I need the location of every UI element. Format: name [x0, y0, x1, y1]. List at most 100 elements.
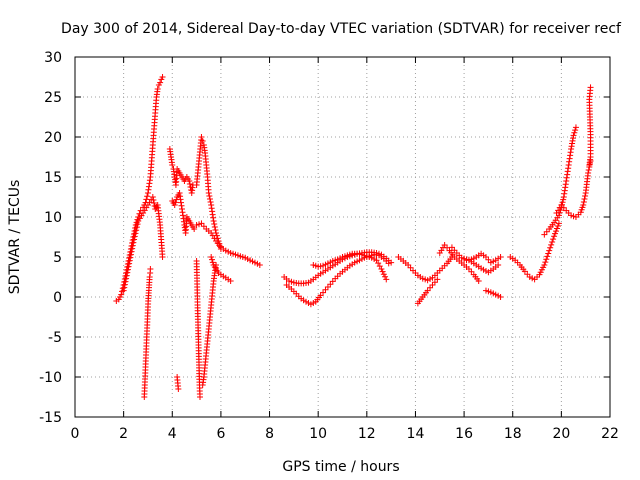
series-rise-main: [113, 74, 166, 304]
gridlines: [75, 57, 610, 417]
data-point: [206, 193, 213, 199]
data-point: [120, 287, 127, 294]
data-point: [124, 269, 131, 276]
data-point: [191, 226, 198, 232]
data-point: [256, 262, 263, 268]
series-dip-3: [193, 258, 203, 400]
data-point: [171, 202, 178, 208]
data-point: [126, 260, 133, 267]
y-tick-label: -15: [39, 410, 62, 426]
data-point: [127, 251, 134, 258]
series-decay-5h-lower: [208, 254, 234, 284]
data-point: [580, 202, 587, 208]
data-point: [122, 278, 129, 285]
data-point: [147, 266, 154, 272]
y-axis-label: SDTVAR / TECUs: [7, 180, 23, 295]
y-tick-label: 25: [44, 90, 62, 106]
data-point: [198, 134, 205, 140]
x-tick-label: 20: [552, 426, 570, 442]
data-point: [587, 84, 594, 91]
data-point: [133, 227, 140, 234]
series-rise-lower: [120, 194, 166, 294]
series-evening-c: [436, 242, 482, 284]
data-point: [129, 245, 136, 252]
chart-title: Day 300 of 2014, Sidereal Day-to-day VTE…: [61, 21, 622, 37]
data-point: [544, 253, 551, 260]
data-point: [553, 228, 560, 235]
series-dip-1: [141, 266, 154, 400]
data-point: [211, 224, 218, 230]
data-point: [125, 263, 132, 270]
data-point: [382, 273, 389, 280]
series-ridge-4h: [166, 146, 196, 196]
data-point: [559, 199, 566, 206]
series-evening-f: [482, 287, 504, 300]
x-tick-label: 22: [601, 426, 619, 442]
data-point: [549, 238, 556, 245]
data-point: [151, 200, 158, 206]
x-tick-label: 0: [71, 426, 80, 442]
data-point: [543, 256, 550, 263]
data-point: [217, 243, 224, 250]
data-point: [186, 178, 193, 184]
data-point: [551, 233, 558, 240]
plot-frame: [74, 56, 611, 418]
data-point: [553, 225, 560, 232]
data-point: [126, 257, 133, 264]
data-point: [132, 230, 139, 237]
data-point: [186, 181, 193, 187]
data-point: [208, 254, 215, 260]
series-evening-b: [414, 276, 441, 307]
series-late-top: [586, 84, 594, 168]
data-point: [378, 266, 385, 272]
data-point: [121, 284, 128, 291]
data-points: [113, 74, 594, 400]
data-point: [149, 194, 156, 200]
y-tick-label: -5: [48, 330, 62, 346]
data-point: [585, 167, 592, 173]
data-point: [548, 241, 555, 248]
data-point: [150, 197, 157, 203]
data-point: [475, 278, 482, 284]
series-peak-5h: [193, 134, 224, 252]
series-night-mid: [310, 250, 390, 283]
data-point: [227, 278, 234, 284]
data-point: [550, 236, 557, 243]
data-point: [434, 276, 441, 283]
data-point: [196, 394, 203, 400]
y-tick-label: 10: [44, 210, 62, 226]
data-point: [572, 124, 579, 131]
data-point: [124, 266, 131, 273]
y-tick-label: 20: [44, 130, 62, 146]
data-point: [208, 256, 215, 263]
data-point: [123, 272, 130, 279]
x-tick-label: 18: [504, 426, 522, 442]
data-point: [205, 190, 212, 196]
data-point: [380, 271, 387, 278]
data-point: [175, 386, 182, 392]
y-tick-label: 30: [44, 50, 62, 66]
series-late-dip: [507, 220, 562, 283]
data-point: [133, 224, 140, 231]
data-point: [207, 199, 214, 205]
data-point: [542, 259, 549, 266]
data-point: [379, 268, 386, 275]
data-point: [123, 275, 130, 282]
data-point: [121, 281, 128, 288]
y-tick-label: 15: [44, 170, 62, 186]
data-point: [159, 254, 166, 260]
series-evening-a: [395, 254, 455, 284]
data-point: [127, 254, 134, 261]
data-point: [144, 193, 151, 200]
data-point: [118, 291, 125, 298]
x-tick-label: 4: [168, 426, 177, 442]
data-point: [209, 259, 216, 266]
x-axis-label: GPS time / hours: [282, 459, 399, 475]
data-point: [159, 74, 166, 80]
data-point: [547, 244, 554, 251]
y-tick-label: 5: [53, 250, 62, 266]
series-late-rise-b: [553, 158, 594, 220]
data-point: [211, 221, 218, 227]
data-point: [541, 262, 548, 268]
